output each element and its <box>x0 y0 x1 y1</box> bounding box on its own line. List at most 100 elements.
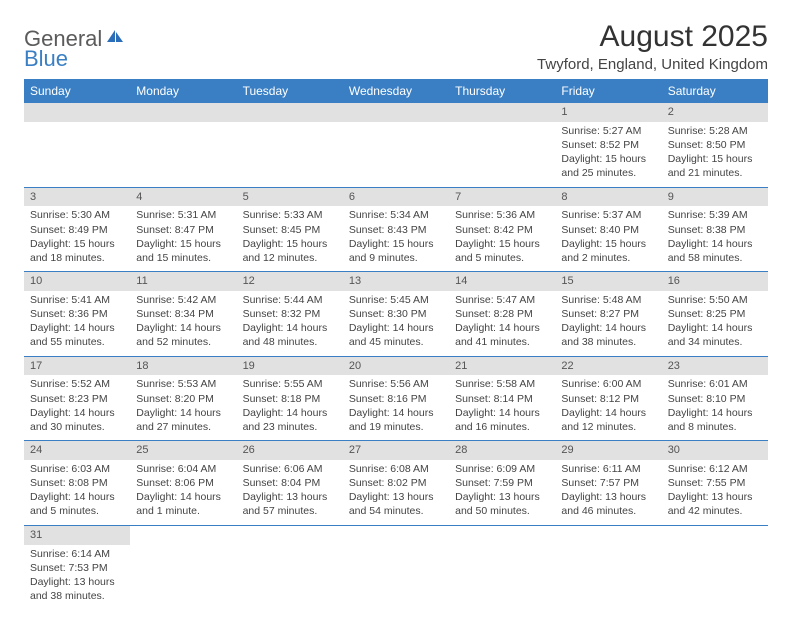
day-number-cell: 17 <box>24 356 130 375</box>
daynum-row: 31 <box>24 525 768 544</box>
weekday-header: Sunday <box>24 79 130 103</box>
title-block: August 2025 Twyford, England, United Kin… <box>537 20 768 73</box>
day-number-cell <box>237 103 343 122</box>
day-detail-cell: Sunrise: 6:04 AMSunset: 8:06 PMDaylight:… <box>130 460 236 525</box>
day-number-cell: 9 <box>662 187 768 206</box>
day-detail-cell: Sunrise: 5:28 AMSunset: 8:50 PMDaylight:… <box>662 122 768 187</box>
day-number-cell: 31 <box>24 525 130 544</box>
day-detail-cell: Sunrise: 5:58 AMSunset: 8:14 PMDaylight:… <box>449 375 555 440</box>
day-detail-cell: Sunrise: 5:37 AMSunset: 8:40 PMDaylight:… <box>555 206 661 271</box>
day-detail-cell: Sunrise: 6:01 AMSunset: 8:10 PMDaylight:… <box>662 375 768 440</box>
day-detail-cell: Sunrise: 5:44 AMSunset: 8:32 PMDaylight:… <box>237 291 343 356</box>
day-detail-cell <box>130 122 236 187</box>
day-detail-cell: Sunrise: 5:27 AMSunset: 8:52 PMDaylight:… <box>555 122 661 187</box>
day-detail-cell <box>449 122 555 187</box>
day-detail-cell: Sunrise: 6:12 AMSunset: 7:55 PMDaylight:… <box>662 460 768 525</box>
day-detail-cell: Sunrise: 5:52 AMSunset: 8:23 PMDaylight:… <box>24 375 130 440</box>
day-number-cell: 18 <box>130 356 236 375</box>
day-number-cell: 20 <box>343 356 449 375</box>
detail-row: Sunrise: 5:52 AMSunset: 8:23 PMDaylight:… <box>24 375 768 440</box>
day-detail-cell: Sunrise: 5:55 AMSunset: 8:18 PMDaylight:… <box>237 375 343 440</box>
day-number-cell: 21 <box>449 356 555 375</box>
day-number-cell: 30 <box>662 441 768 460</box>
day-number-cell: 13 <box>343 272 449 291</box>
day-detail-cell: Sunrise: 5:53 AMSunset: 8:20 PMDaylight:… <box>130 375 236 440</box>
day-number-cell <box>555 525 661 544</box>
day-detail-cell: Sunrise: 5:50 AMSunset: 8:25 PMDaylight:… <box>662 291 768 356</box>
day-detail-cell <box>24 122 130 187</box>
day-number-cell: 24 <box>24 441 130 460</box>
day-number-cell: 19 <box>237 356 343 375</box>
weekday-header: Saturday <box>662 79 768 103</box>
day-number-cell: 16 <box>662 272 768 291</box>
weekday-header: Monday <box>130 79 236 103</box>
day-detail-cell: Sunrise: 6:09 AMSunset: 7:59 PMDaylight:… <box>449 460 555 525</box>
day-detail-cell <box>662 545 768 610</box>
day-number-cell <box>130 525 236 544</box>
day-detail-cell <box>130 545 236 610</box>
day-detail-cell: Sunrise: 5:42 AMSunset: 8:34 PMDaylight:… <box>130 291 236 356</box>
day-detail-cell: Sunrise: 6:08 AMSunset: 8:02 PMDaylight:… <box>343 460 449 525</box>
day-number-cell: 26 <box>237 441 343 460</box>
day-detail-cell: Sunrise: 6:03 AMSunset: 8:08 PMDaylight:… <box>24 460 130 525</box>
day-detail-cell <box>343 122 449 187</box>
location-subtitle: Twyford, England, United Kingdom <box>537 56 768 73</box>
day-detail-cell: Sunrise: 5:48 AMSunset: 8:27 PMDaylight:… <box>555 291 661 356</box>
day-detail-cell: Sunrise: 6:00 AMSunset: 8:12 PMDaylight:… <box>555 375 661 440</box>
day-number-cell: 23 <box>662 356 768 375</box>
weekday-header: Tuesday <box>237 79 343 103</box>
day-number-cell: 11 <box>130 272 236 291</box>
day-detail-cell: Sunrise: 6:06 AMSunset: 8:04 PMDaylight:… <box>237 460 343 525</box>
day-number-cell: 6 <box>343 187 449 206</box>
day-number-cell <box>343 525 449 544</box>
day-detail-cell <box>449 545 555 610</box>
logo-text-blue: Blue <box>24 46 68 71</box>
daynum-row: 12 <box>24 103 768 122</box>
day-number-cell: 12 <box>237 272 343 291</box>
day-detail-cell: Sunrise: 6:14 AMSunset: 7:53 PMDaylight:… <box>24 545 130 610</box>
day-number-cell: 22 <box>555 356 661 375</box>
calendar-body: 12Sunrise: 5:27 AMSunset: 8:52 PMDayligh… <box>24 103 768 609</box>
day-detail-cell: Sunrise: 5:41 AMSunset: 8:36 PMDaylight:… <box>24 291 130 356</box>
day-number-cell: 28 <box>449 441 555 460</box>
detail-row: Sunrise: 5:27 AMSunset: 8:52 PMDaylight:… <box>24 122 768 187</box>
day-number-cell <box>343 103 449 122</box>
detail-row: Sunrise: 5:41 AMSunset: 8:36 PMDaylight:… <box>24 291 768 356</box>
day-detail-cell: Sunrise: 5:30 AMSunset: 8:49 PMDaylight:… <box>24 206 130 271</box>
day-number-cell: 29 <box>555 441 661 460</box>
day-number-cell <box>237 525 343 544</box>
day-detail-cell <box>237 122 343 187</box>
weekday-header: Thursday <box>449 79 555 103</box>
day-number-cell: 7 <box>449 187 555 206</box>
page-title: August 2025 <box>537 20 768 54</box>
day-detail-cell: Sunrise: 5:45 AMSunset: 8:30 PMDaylight:… <box>343 291 449 356</box>
day-detail-cell: Sunrise: 5:39 AMSunset: 8:38 PMDaylight:… <box>662 206 768 271</box>
day-detail-cell: Sunrise: 6:11 AMSunset: 7:57 PMDaylight:… <box>555 460 661 525</box>
day-detail-cell: Sunrise: 5:36 AMSunset: 8:42 PMDaylight:… <box>449 206 555 271</box>
day-detail-cell <box>343 545 449 610</box>
day-number-cell: 14 <box>449 272 555 291</box>
day-number-cell: 3 <box>24 187 130 206</box>
day-number-cell: 5 <box>237 187 343 206</box>
calendar-table: Sunday Monday Tuesday Wednesday Thursday… <box>24 79 768 609</box>
day-detail-cell <box>237 545 343 610</box>
day-detail-cell: Sunrise: 5:56 AMSunset: 8:16 PMDaylight:… <box>343 375 449 440</box>
daynum-row: 10111213141516 <box>24 272 768 291</box>
weekday-header: Wednesday <box>343 79 449 103</box>
day-number-cell <box>449 103 555 122</box>
detail-row: Sunrise: 6:03 AMSunset: 8:08 PMDaylight:… <box>24 460 768 525</box>
day-number-cell: 4 <box>130 187 236 206</box>
day-number-cell <box>24 103 130 122</box>
weekday-header-row: Sunday Monday Tuesday Wednesday Thursday… <box>24 79 768 103</box>
detail-row: Sunrise: 5:30 AMSunset: 8:49 PMDaylight:… <box>24 206 768 271</box>
daynum-row: 3456789 <box>24 187 768 206</box>
day-number-cell <box>130 103 236 122</box>
day-detail-cell: Sunrise: 5:34 AMSunset: 8:43 PMDaylight:… <box>343 206 449 271</box>
daynum-row: 24252627282930 <box>24 441 768 460</box>
day-detail-cell: Sunrise: 5:31 AMSunset: 8:47 PMDaylight:… <box>130 206 236 271</box>
day-number-cell: 27 <box>343 441 449 460</box>
day-number-cell: 25 <box>130 441 236 460</box>
detail-row: Sunrise: 6:14 AMSunset: 7:53 PMDaylight:… <box>24 545 768 610</box>
day-detail-cell: Sunrise: 5:33 AMSunset: 8:45 PMDaylight:… <box>237 206 343 271</box>
day-detail-cell <box>555 545 661 610</box>
